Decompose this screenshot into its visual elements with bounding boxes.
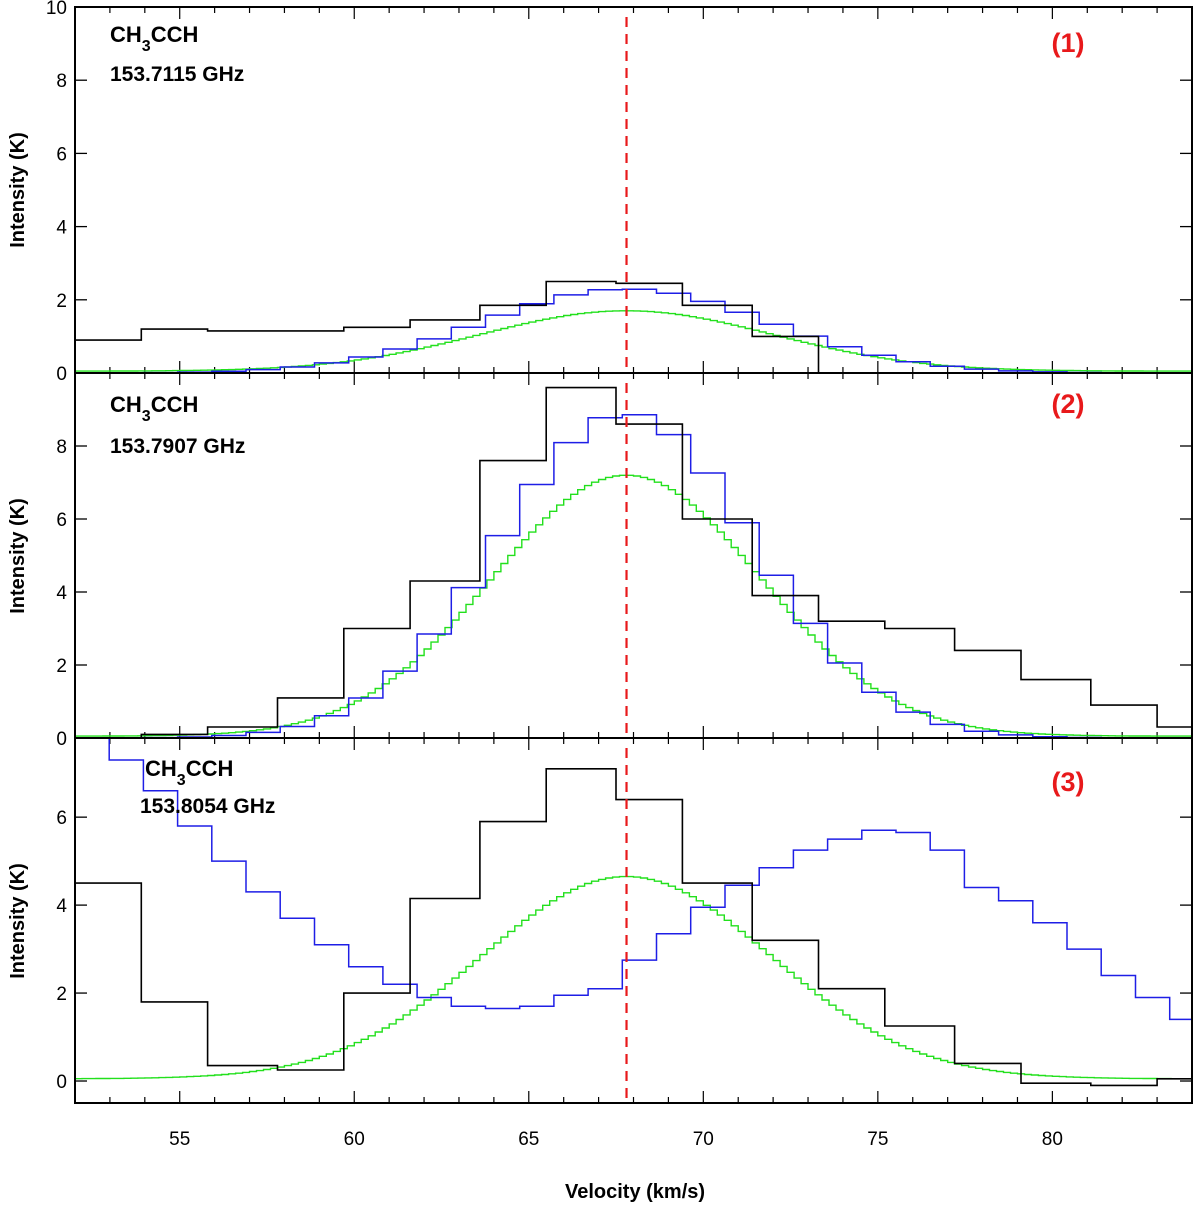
model-blue-line [75, 738, 1192, 1021]
panel-frame [74, 372, 1193, 739]
x-tick-label: 55 [169, 1129, 190, 1150]
observed-spectrum-line [75, 768, 1192, 1087]
x-axis-title: Velocity (km/s) [565, 1181, 705, 1203]
series-group [75, 738, 1192, 1087]
y-axis-title: Intensity (K) [7, 863, 29, 979]
y-tick-label: 2 [56, 656, 67, 677]
y-tick-label: 6 [56, 808, 67, 829]
panel-frame [74, 737, 1193, 1104]
y-tick-label: 2 [56, 291, 67, 312]
frequency-label: 153.7115 GHz [110, 63, 244, 86]
series-group [75, 280, 1192, 373]
y-tick-label: 8 [56, 437, 67, 458]
observed-spectrum-line [75, 386, 1192, 738]
y-axis-title: Intensity (K) [7, 498, 29, 614]
y-tick-label: 8 [56, 71, 67, 92]
panel-tag: (1) [1052, 28, 1085, 58]
x-tick-label: 75 [867, 1129, 888, 1150]
model-green-line [75, 310, 1192, 372]
molecule-label: CH3CCH [145, 756, 233, 789]
panel-3: 0 2 4 6 CH3CCH 153.8054 GHz (3) Intensity (K) [7, 737, 1193, 1104]
panel-2: 0 2 4 6 8 CH3CCH 153.7907 GHz (2) Intensity (K) [7, 372, 1193, 750]
y-tick-label: 2 [56, 984, 67, 1005]
x-tick-label: 65 [518, 1129, 539, 1150]
model-blue-line [75, 288, 1192, 373]
y-tick-label: 0 [56, 729, 67, 750]
series-group [75, 386, 1192, 738]
plot-layer: 0 2 4 6 8 10 CH3CCH 153.7115 GHz (1) Intensity (K… [7, 0, 1193, 1150]
y-tick-label: 10 [46, 0, 67, 19]
y-tick-label: 4 [56, 896, 67, 917]
model-green-line [75, 875, 1192, 1080]
x-tick-label: 70 [693, 1129, 714, 1150]
y-tick-label: 0 [56, 364, 67, 385]
y-axis-title: Intensity (K) [7, 132, 29, 248]
molecule-label: CH3CCH [110, 392, 198, 425]
panel-tag: (2) [1052, 389, 1085, 419]
x-tick-label: 60 [344, 1129, 365, 1150]
molecule-label: CH3CCH [110, 22, 198, 55]
frequency-label: 153.8054 GHz [140, 795, 275, 818]
y-tick-label: 4 [56, 583, 67, 604]
y-tick-label: 0 [56, 1072, 67, 1093]
panel-tag: (3) [1052, 767, 1085, 797]
y-tick-label: 6 [56, 144, 67, 165]
model-blue-line [75, 414, 1192, 738]
observed-spectrum-line [75, 280, 885, 373]
y-tick-label: 6 [56, 510, 67, 531]
frequency-label: 153.7907 GHz [110, 435, 245, 458]
model-green-line [75, 474, 1192, 737]
x-tick-label: 80 [1042, 1129, 1063, 1150]
panel-frame [74, 6, 1193, 374]
y-tick-label: 4 [56, 218, 67, 239]
panel-1: 0 2 4 6 8 10 CH3CCH 153.7115 GHz (1) Intensity (K… [7, 0, 1193, 385]
